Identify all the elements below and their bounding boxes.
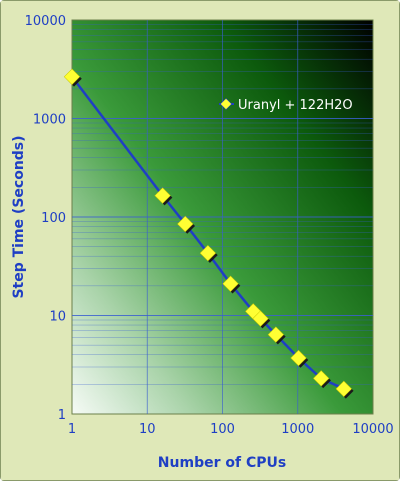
- legend: Uranyl + 122H2O: [219, 97, 353, 113]
- data-point: [199, 244, 217, 262]
- data-point: [335, 380, 352, 397]
- data-point: [313, 370, 330, 387]
- data-point: [267, 326, 285, 343]
- data-point: [252, 310, 269, 327]
- series-group: [63, 68, 354, 399]
- x-tick-label: 100: [210, 422, 235, 437]
- data-point: [63, 68, 81, 85]
- y-tick-label: 1: [58, 408, 66, 423]
- y-tick-label: 10000: [25, 14, 66, 29]
- tick-labels: 1 10 100 1000 10000 1 10 100 1000 10000: [25, 14, 394, 437]
- y-tick-label: 100: [41, 211, 66, 226]
- y-tick-label: 1000: [33, 113, 66, 128]
- x-tick-label: 10: [139, 422, 156, 437]
- x-axis-title: Number of CPUs: [158, 455, 286, 471]
- data-point: [290, 349, 307, 367]
- x-tick-label: 1000: [281, 422, 314, 437]
- y-tick-label: 10: [49, 310, 66, 325]
- data-point: [154, 187, 171, 204]
- legend-marker: [219, 97, 233, 111]
- x-tick-label: 10000: [352, 422, 393, 437]
- data-point: [222, 275, 239, 292]
- y-axis-title: Step Time (Seconds): [11, 135, 27, 298]
- x-tick-label: 1: [68, 422, 76, 437]
- legend-label: Uranyl + 122H2O: [238, 98, 353, 113]
- data-point: [177, 215, 194, 233]
